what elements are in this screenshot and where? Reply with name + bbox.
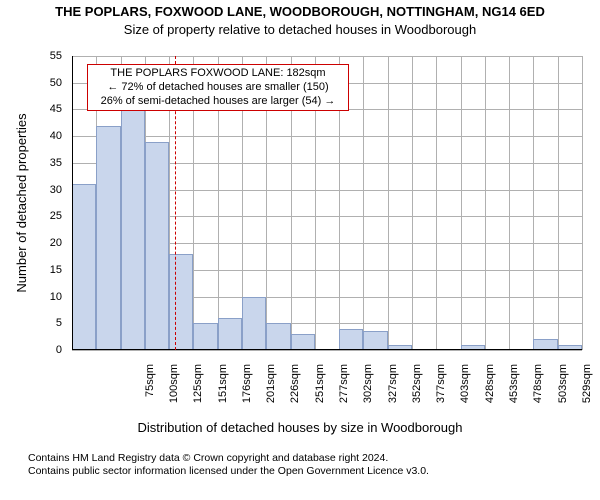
ytick-label: 35 bbox=[0, 157, 62, 169]
histogram-bar bbox=[218, 318, 242, 350]
histogram-bar bbox=[363, 331, 387, 350]
xtick-label: 277sqm bbox=[338, 364, 350, 424]
ytick-label: 25 bbox=[0, 210, 62, 222]
ytick-label: 20 bbox=[0, 237, 62, 249]
xtick-label: 377sqm bbox=[435, 364, 447, 424]
gridline-h bbox=[72, 350, 582, 351]
xtick-label: 251sqm bbox=[314, 364, 326, 424]
xtick-label: 226sqm bbox=[289, 364, 301, 424]
axis-bottom bbox=[72, 349, 582, 350]
xtick-label: 403sqm bbox=[459, 364, 471, 424]
histogram-bar bbox=[266, 323, 290, 350]
attribution-line: Contains public sector information licen… bbox=[28, 465, 600, 478]
xtick-label: 478sqm bbox=[532, 364, 544, 424]
xtick-label: 75sqm bbox=[144, 364, 156, 424]
gridline-v bbox=[436, 56, 437, 350]
histogram-bar bbox=[96, 126, 120, 351]
ytick-label: 45 bbox=[0, 103, 62, 115]
ytick-label: 5 bbox=[0, 317, 62, 329]
xtick-label: 302sqm bbox=[362, 364, 374, 424]
gridline-v bbox=[533, 56, 534, 350]
gridline-v bbox=[582, 56, 583, 350]
gridline-v bbox=[558, 56, 559, 350]
attribution: Contains HM Land Registry data © Crown c… bbox=[28, 452, 600, 477]
histogram-bar bbox=[193, 323, 217, 350]
info-box: THE POPLARS FOXWOOD LANE: 182sqm← 72% of… bbox=[87, 64, 349, 111]
info-box-line: 26% of semi-detached houses are larger (… bbox=[92, 95, 344, 109]
xtick-label: 503sqm bbox=[557, 364, 569, 424]
gridline-v bbox=[461, 56, 462, 350]
histogram-bar bbox=[169, 254, 193, 350]
xtick-label: 151sqm bbox=[217, 364, 229, 424]
histogram-bar bbox=[339, 329, 363, 350]
xtick-label: 100sqm bbox=[168, 364, 180, 424]
gridline-v bbox=[388, 56, 389, 350]
info-box-line: THE POPLARS FOXWOOD LANE: 182sqm bbox=[92, 67, 344, 81]
histogram-bar bbox=[145, 142, 169, 350]
histogram-bar bbox=[242, 297, 266, 350]
xtick-label: 453sqm bbox=[508, 364, 520, 424]
xtick-label: 201sqm bbox=[265, 364, 277, 424]
ytick-label: 30 bbox=[0, 184, 62, 196]
histogram-bar bbox=[121, 99, 145, 350]
info-box-line: ← 72% of detached houses are smaller (15… bbox=[92, 81, 344, 95]
axis-left bbox=[72, 56, 73, 350]
ytick-label: 15 bbox=[0, 264, 62, 276]
gridline-v bbox=[485, 56, 486, 350]
xtick-label: 327sqm bbox=[387, 364, 399, 424]
histogram-bar bbox=[72, 184, 96, 350]
chart-title: THE POPLARS, FOXWOOD LANE, WOODBOROUGH, … bbox=[0, 4, 600, 19]
xtick-label: 352sqm bbox=[411, 364, 423, 424]
ytick-label: 0 bbox=[0, 344, 62, 356]
gridline-v bbox=[363, 56, 364, 350]
gridline-v bbox=[509, 56, 510, 350]
plot-area: THE POPLARS FOXWOOD LANE: 182sqm← 72% of… bbox=[72, 56, 582, 350]
ytick-label: 40 bbox=[0, 130, 62, 142]
gridline-v bbox=[412, 56, 413, 350]
ytick-label: 10 bbox=[0, 291, 62, 303]
histogram-bar bbox=[291, 334, 315, 350]
xtick-label: 529sqm bbox=[581, 364, 593, 424]
xtick-label: 125sqm bbox=[192, 364, 204, 424]
gridline-h bbox=[72, 136, 582, 137]
xtick-label: 428sqm bbox=[484, 364, 496, 424]
y-axis-label: Number of detached properties bbox=[14, 113, 29, 292]
x-axis-label: Distribution of detached houses by size … bbox=[0, 420, 600, 435]
chart-subtitle: Size of property relative to detached ho… bbox=[0, 22, 600, 37]
ytick-label: 50 bbox=[0, 77, 62, 89]
attribution-line: Contains HM Land Registry data © Crown c… bbox=[28, 452, 600, 465]
ytick-label: 55 bbox=[0, 50, 62, 62]
xtick-label: 176sqm bbox=[241, 364, 253, 424]
gridline-h bbox=[72, 56, 582, 57]
